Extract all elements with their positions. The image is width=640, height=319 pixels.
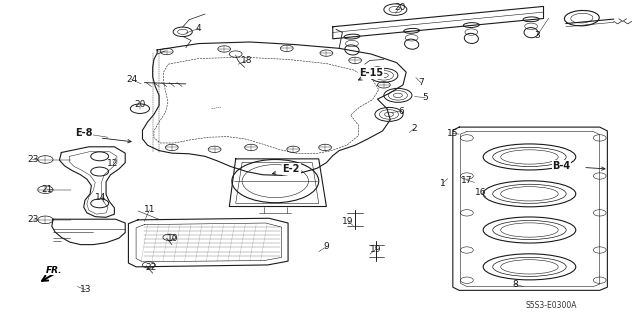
Text: 22: 22 xyxy=(145,263,156,272)
Text: 16: 16 xyxy=(475,188,486,197)
Text: B-4: B-4 xyxy=(552,161,570,171)
Text: 15: 15 xyxy=(447,129,459,138)
Text: 20: 20 xyxy=(134,100,145,109)
Text: 6: 6 xyxy=(398,107,404,116)
Text: 9: 9 xyxy=(323,242,329,251)
Text: 5: 5 xyxy=(422,93,428,102)
Text: 2: 2 xyxy=(412,124,417,133)
Text: E-8: E-8 xyxy=(75,129,92,138)
Text: 4: 4 xyxy=(196,24,202,33)
Text: 21: 21 xyxy=(41,184,52,194)
Text: FR.: FR. xyxy=(45,265,62,275)
Text: 13: 13 xyxy=(80,285,92,294)
Text: E-2: E-2 xyxy=(283,164,300,174)
Text: 17: 17 xyxy=(461,176,472,185)
Text: 12: 12 xyxy=(108,159,119,168)
Text: 14: 14 xyxy=(95,193,107,202)
Text: 19: 19 xyxy=(371,245,382,254)
Text: 23: 23 xyxy=(27,155,38,164)
Text: 24: 24 xyxy=(126,75,137,84)
Text: 18: 18 xyxy=(241,56,252,65)
Text: 8: 8 xyxy=(512,279,518,288)
Text: 7: 7 xyxy=(418,78,424,87)
Text: 3: 3 xyxy=(534,31,540,40)
Text: 10: 10 xyxy=(168,234,179,243)
Text: 11: 11 xyxy=(144,205,156,214)
Text: 20: 20 xyxy=(394,3,406,12)
Text: 23: 23 xyxy=(27,215,38,224)
Text: 19: 19 xyxy=(342,217,354,226)
Text: S5S3-E0300A: S5S3-E0300A xyxy=(525,301,577,310)
Text: 1: 1 xyxy=(440,179,445,188)
Text: E-15: E-15 xyxy=(359,68,383,78)
